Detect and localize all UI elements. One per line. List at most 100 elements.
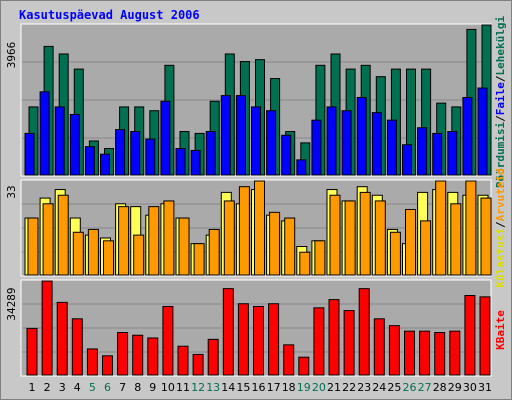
x-tick-label-24: 24	[372, 381, 386, 394]
bar-top-Lehekülgi-2	[39, 91, 50, 176]
bar-bottom-KBaite-10	[162, 305, 174, 376]
bar-middle-Arvuteid-5	[87, 228, 99, 276]
bar-middle-Arvuteid-6	[103, 240, 114, 276]
bar-bottom-KBaite-16	[253, 305, 264, 376]
bar-middle-Arvuteid-17	[269, 211, 281, 276]
bar-middle-Arvuteid-18	[284, 217, 296, 276]
bar-middle-Arvuteid-8	[133, 234, 145, 276]
x-tick-label-28: 28	[433, 381, 447, 394]
bar-bottom-KBaite-6	[102, 355, 113, 376]
bar-top-Lehekülgi-11	[175, 148, 186, 176]
bar-top-Lehekülgi-3	[54, 106, 65, 176]
bar-top-Lehekülgi-7	[115, 129, 126, 176]
bar-bottom-KBaite-23	[358, 288, 370, 376]
x-tick-label-22: 22	[342, 381, 356, 394]
bar-middle-Arvuteid-15	[238, 186, 250, 276]
bar-middle-Arvuteid-7	[118, 206, 130, 276]
bar-top-Lehekülgi-10	[160, 100, 171, 176]
bar-middle-Arvuteid-31	[480, 197, 492, 276]
bar-top-Lehekülgi-30	[462, 96, 473, 176]
x-tick-label-18: 18	[282, 381, 296, 394]
bar-middle-Arvuteid-14	[223, 200, 235, 276]
bar-top-Lehekülgi-12	[190, 149, 201, 176]
x-tick-label-30: 30	[463, 381, 477, 394]
bar-top-Lehekülgi-15	[235, 95, 246, 176]
bar-middle-Arvuteid-13	[208, 228, 220, 276]
x-tick-label-15: 15	[236, 381, 250, 394]
x-tick-label-7: 7	[119, 381, 126, 394]
bar-bottom-KBaite-5	[86, 348, 98, 376]
x-tick-label-17: 17	[267, 381, 281, 394]
bar-bottom-KBaite-27	[419, 330, 431, 376]
bar-middle-Arvuteid-30	[465, 180, 477, 276]
bar-bottom-KBaite-3	[56, 301, 68, 376]
bar-top-Lehekülgi-5	[84, 146, 95, 176]
panel-top	[20, 23, 492, 177]
bar-bottom-KBaite-9	[147, 337, 159, 376]
bar-middle-Arvuteid-12	[193, 243, 205, 276]
bar-top-Lehekülgi-8	[130, 131, 141, 176]
bar-bottom-KBaite-13	[207, 338, 219, 376]
x-tick-label-21: 21	[327, 381, 341, 394]
bar-bottom-KBaite-22	[343, 310, 355, 376]
bar-middle-Arvuteid-26	[405, 208, 416, 276]
x-tick-label-10: 10	[161, 381, 175, 394]
x-tick-label-19: 19	[297, 381, 311, 394]
x-tick-label-6: 6	[104, 381, 111, 394]
panel-middle	[20, 179, 492, 277]
bar-bottom-KBaite-26	[404, 330, 415, 376]
bar-top-Lehekülgi-20	[311, 119, 322, 176]
bar-middle-Arvuteid-27	[420, 220, 432, 276]
bar-top-Lehekülgi-1	[24, 132, 35, 176]
x-tick-label-9: 9	[149, 381, 156, 394]
x-tick-label-31: 31	[478, 381, 492, 394]
bar-middle-Arvuteid-23	[359, 191, 371, 276]
bar-middle-Arvuteid-11	[178, 217, 190, 276]
bar-middle-Arvuteid-3	[57, 194, 69, 276]
bar-middle-Arvuteid-4	[72, 231, 84, 276]
x-tick-label-26: 26	[403, 381, 417, 394]
bar-bottom-KBaite-8	[132, 334, 144, 376]
bar-bottom-KBaite-15	[237, 303, 249, 376]
bar-middle-Arvuteid-25	[389, 231, 401, 276]
bar-top-Lehekülgi-23	[356, 96, 367, 176]
bar-bottom-KBaite-21	[328, 299, 340, 376]
x-tick-label-2: 2	[44, 381, 51, 394]
bar-bottom-KBaite-14	[222, 288, 234, 376]
x-axis-labels: 1 2 3 4 5 6 7 8 9 10 11 12 13 14 15 16 17 18 19 20 21 22 23 24 2…	[29, 381, 493, 394]
bar-top-Lehekülgi-9	[145, 138, 156, 176]
bar-middle-Arvuteid-29	[450, 203, 462, 276]
bar-bottom-KBaite-20	[313, 307, 325, 376]
bar-bottom-KBaite-17	[268, 303, 280, 376]
bar-top-Lehekülgi-14	[220, 95, 231, 176]
bar-middle-Arvuteid-28	[435, 180, 447, 276]
bar-middle-Arvuteid-21	[329, 194, 341, 276]
x-tick-label-4: 4	[74, 381, 81, 394]
x-tick-label-8: 8	[134, 381, 141, 394]
bar-top-Lehekülgi-29	[447, 131, 458, 176]
bar-top-Lehekülgi-26	[402, 144, 412, 176]
bar-middle-Arvuteid-22	[344, 200, 356, 276]
bar-top-Lehekülgi-24	[371, 112, 382, 176]
bar-bottom-KBaite-28	[434, 332, 446, 376]
panel-bottom	[20, 279, 492, 377]
bar-top-Lehekülgi-18	[281, 134, 292, 176]
bar-middle-Arvuteid-19	[299, 251, 311, 276]
x-tick-label-1: 1	[29, 381, 36, 394]
bar-top-Lehekülgi-16	[251, 106, 261, 176]
bar-top-Lehekülgi-4	[69, 113, 80, 176]
x-tick-label-12: 12	[191, 381, 205, 394]
bar-bottom-KBaite-29	[449, 330, 461, 376]
x-tick-label-14: 14	[221, 381, 235, 394]
bar-top-Lehekülgi-6	[100, 153, 110, 176]
bar-bottom-KBaite-12	[192, 353, 204, 376]
bar-middle-Arvuteid-10	[163, 200, 175, 276]
x-tick-label-3: 3	[59, 381, 66, 394]
bar-top-Lehekülgi-28	[432, 132, 443, 176]
bar-bottom-KBaite-1	[26, 327, 38, 376]
bar-bottom-KBaite-25	[388, 325, 400, 376]
bar-top-Lehekülgi-27	[417, 127, 428, 176]
bar-top-Lehekülgi-19	[296, 159, 307, 176]
bar-middle-Arvuteid-2	[42, 203, 54, 276]
